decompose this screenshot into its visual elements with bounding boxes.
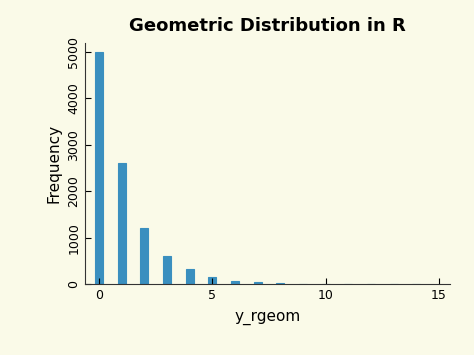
- Bar: [118, 163, 126, 284]
- Bar: [276, 283, 284, 284]
- Bar: [186, 269, 193, 284]
- Bar: [208, 277, 216, 284]
- Title: Geometric Distribution in R: Geometric Distribution in R: [129, 17, 406, 36]
- Y-axis label: Frequency: Frequency: [47, 124, 62, 203]
- Bar: [231, 280, 239, 284]
- Bar: [163, 256, 171, 284]
- Bar: [140, 228, 148, 284]
- Bar: [95, 52, 103, 284]
- Bar: [254, 282, 262, 284]
- X-axis label: y_rgeom: y_rgeom: [235, 310, 301, 325]
